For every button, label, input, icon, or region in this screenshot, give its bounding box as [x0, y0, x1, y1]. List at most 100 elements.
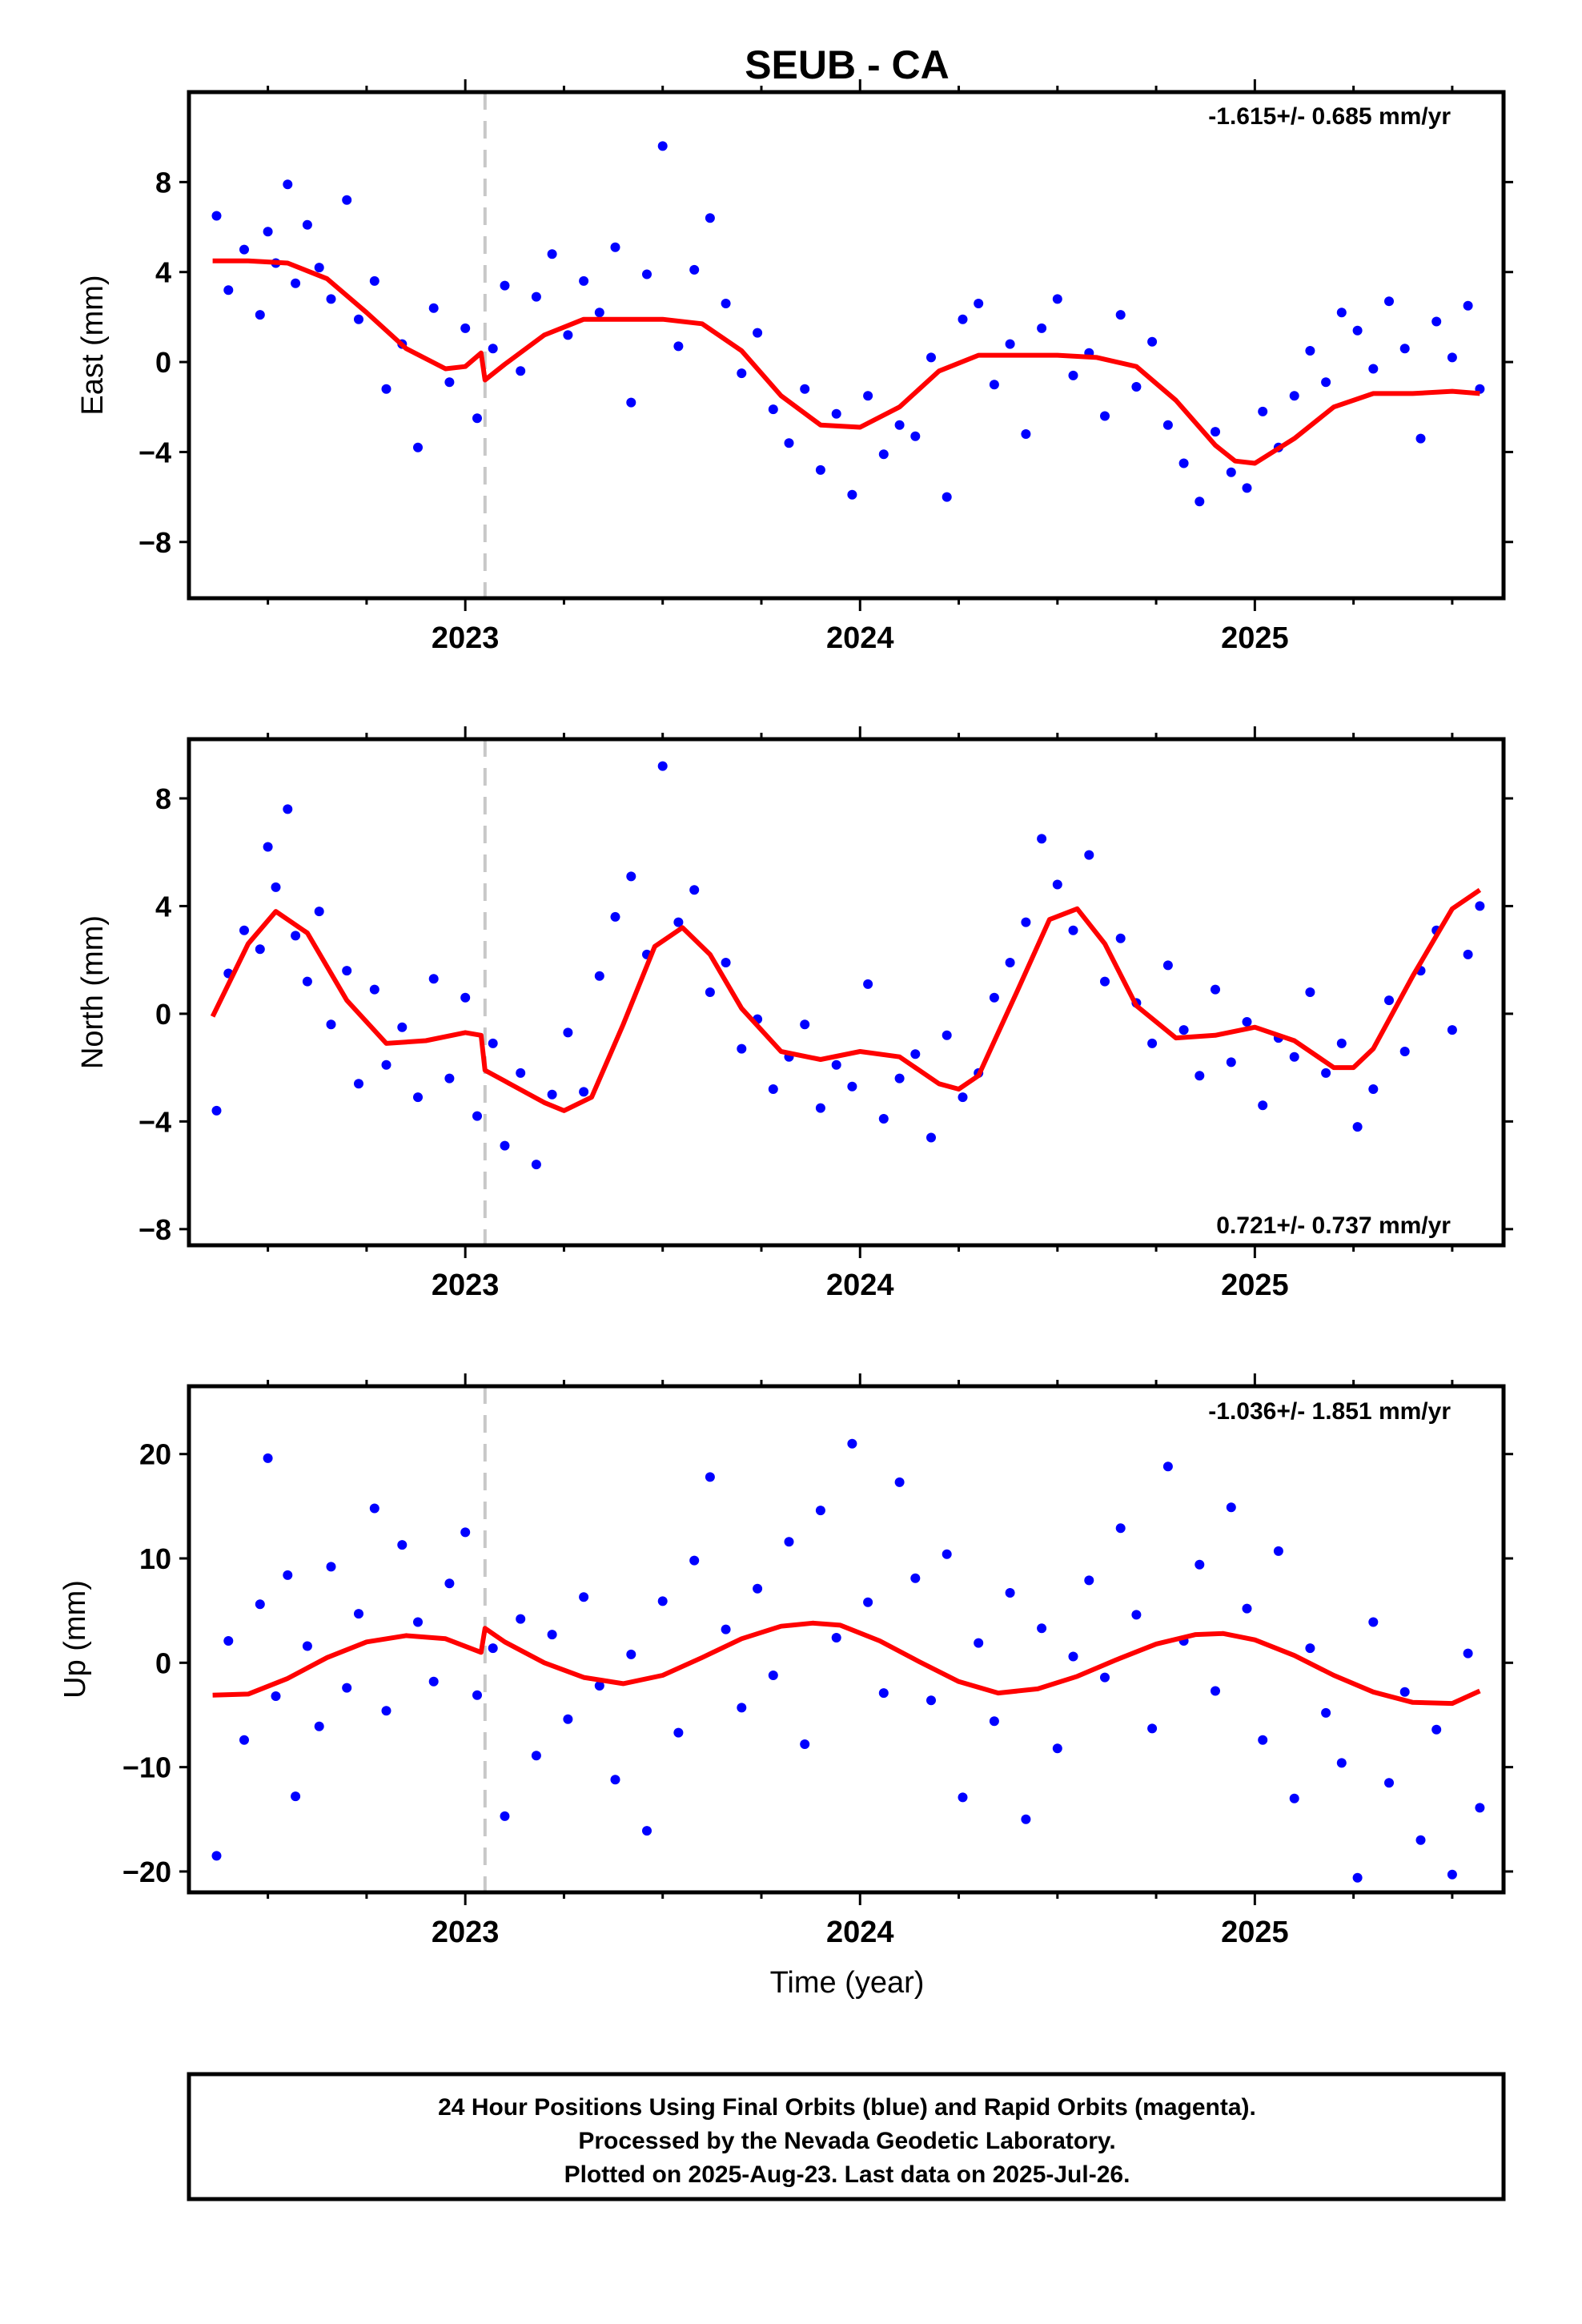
data-point — [1037, 834, 1047, 844]
y-tick-label: 0 — [155, 346, 171, 379]
model-line — [212, 258, 1480, 466]
data-point — [1226, 467, 1236, 477]
data-point — [460, 992, 471, 1003]
data-point — [1399, 344, 1410, 354]
footer-frame — [187, 2072, 1506, 2201]
data-point — [1289, 1051, 1299, 1062]
data-point — [1447, 1025, 1457, 1035]
ylabel-up: Up (mm) — [58, 1580, 92, 1699]
data-point — [1258, 406, 1268, 416]
data-point — [974, 1638, 984, 1648]
data-point — [1021, 1814, 1031, 1824]
model-line — [212, 1620, 1481, 1707]
data-point — [1415, 1835, 1426, 1845]
data-point — [1037, 323, 1047, 333]
data-point — [721, 958, 731, 967]
data-point — [302, 219, 312, 230]
data-point — [211, 211, 222, 221]
yticklabels-north: −8 −4 0 4 8 — [139, 782, 171, 1246]
data-point — [547, 1089, 557, 1100]
data-point — [547, 1630, 557, 1640]
data-point — [847, 1438, 857, 1449]
data-point — [1352, 325, 1363, 336]
footer-line-3: Plotted on 2025-Aug-23. Last data on 202… — [564, 2161, 1130, 2188]
data-point — [460, 323, 471, 333]
x-tick-label: 2024 — [826, 1269, 894, 1302]
data-point — [1273, 1546, 1283, 1556]
data-point — [516, 1068, 526, 1078]
data-point — [1415, 433, 1426, 444]
model-up — [212, 1620, 1481, 1707]
data-point — [428, 974, 439, 984]
data-point — [283, 179, 293, 190]
data-point — [1211, 984, 1220, 995]
data-point — [239, 925, 249, 935]
y-tick-label: −8 — [139, 526, 171, 559]
frame-up — [187, 1384, 1506, 1895]
data-point — [354, 314, 363, 324]
y-tick-label: 8 — [155, 166, 171, 199]
data-point — [974, 299, 984, 308]
data-point — [563, 330, 573, 340]
x-tick-label: 2023 — [432, 1269, 500, 1302]
y-tick-label: 0 — [155, 1647, 171, 1679]
x-tick-label: 2023 — [432, 621, 500, 655]
data-point — [472, 1111, 482, 1121]
data-point — [1447, 352, 1457, 363]
data-point — [1100, 411, 1110, 421]
data-point — [989, 992, 999, 1003]
data-point — [255, 944, 265, 955]
data-point — [673, 341, 684, 352]
x-axis-label: Time (year) — [770, 1966, 925, 2000]
data-point — [1147, 1038, 1158, 1048]
data-point — [354, 1079, 363, 1089]
data-point — [314, 263, 324, 273]
xticklabels-east: 2023 2024 2025 — [432, 621, 1289, 655]
data-point — [1384, 995, 1394, 1006]
data-point — [579, 1087, 589, 1097]
data-point — [579, 1592, 589, 1602]
data-point — [1368, 1084, 1379, 1094]
data-point — [1463, 949, 1473, 959]
data-point — [1178, 1025, 1189, 1035]
data-point — [1147, 1723, 1158, 1734]
data-point — [1147, 336, 1158, 347]
data-point — [342, 1683, 352, 1693]
data-point — [815, 1103, 825, 1113]
data-point — [1052, 879, 1062, 890]
data-point — [800, 1739, 810, 1749]
data-point — [784, 438, 794, 448]
data-point — [1005, 339, 1015, 349]
data-point — [397, 1540, 408, 1550]
data-point — [847, 1081, 857, 1092]
data-point — [488, 1643, 498, 1654]
data-point — [657, 141, 668, 151]
points-up — [211, 1438, 1485, 1883]
data-point — [381, 384, 391, 394]
data-point — [428, 1676, 439, 1687]
frame-north — [187, 737, 1506, 1248]
data-point — [314, 1721, 324, 1731]
model-line — [210, 887, 1482, 1113]
points-north — [211, 761, 1485, 1170]
data-point — [1242, 1603, 1252, 1614]
data-point — [989, 1716, 999, 1727]
data-point — [1305, 346, 1315, 356]
plot-area-up — [189, 1386, 1504, 1892]
data-point — [863, 1597, 873, 1607]
data-point — [942, 1030, 952, 1040]
data-point — [1115, 933, 1126, 943]
data-point — [1131, 1610, 1142, 1620]
data-point — [784, 1537, 794, 1547]
data-point — [1178, 458, 1189, 468]
data-point — [1289, 391, 1299, 401]
data-point — [1352, 1872, 1363, 1883]
y-tick-label: 20 — [139, 1438, 171, 1471]
data-point — [1100, 976, 1110, 987]
data-point — [926, 352, 936, 363]
ticks-up — [179, 1373, 1513, 1905]
data-point — [1321, 1068, 1331, 1078]
data-point — [753, 328, 763, 338]
data-point — [488, 344, 498, 354]
